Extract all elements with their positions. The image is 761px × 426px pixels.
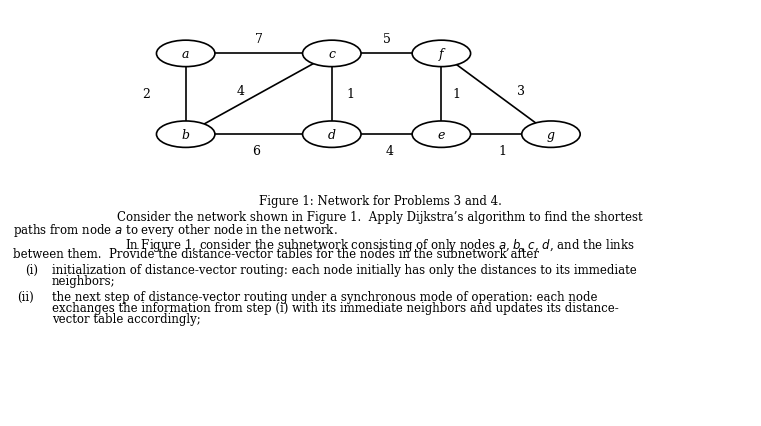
Text: f: f [439,48,444,61]
Text: In Figure 1, consider the subnetwork consisting of only nodes $a$, $b$, $c$, $d$: In Figure 1, consider the subnetwork con… [125,236,635,253]
Text: g: g [547,128,555,141]
Text: 1: 1 [498,145,506,158]
Text: exchanges the information from step (i) with its immediate neighbors and updates: exchanges the information from step (i) … [52,301,619,314]
Text: 4: 4 [386,145,393,158]
Text: 6: 6 [252,145,260,158]
Ellipse shape [157,122,215,148]
Text: vector table accordingly;: vector table accordingly; [52,312,201,325]
Text: (i): (i) [25,263,38,276]
Ellipse shape [303,41,361,67]
Text: 5: 5 [383,33,390,46]
Text: 1: 1 [453,88,460,101]
Ellipse shape [303,122,361,148]
Text: 4: 4 [237,84,244,98]
Text: d: d [328,128,336,141]
Ellipse shape [157,41,215,67]
Text: 7: 7 [255,33,263,46]
Text: the next step of distance-vector routing under a synchronous mode of operation: : the next step of distance-vector routing… [52,290,597,303]
Text: e: e [438,128,445,141]
Text: Figure 1: Network for Problems 3 and 4.: Figure 1: Network for Problems 3 and 4. [259,194,501,207]
Ellipse shape [412,41,470,67]
Text: (ii): (ii) [17,290,33,303]
Text: b: b [182,128,189,141]
Text: between them.  Provide the distance-vector tables for the nodes in the subnetwor: between them. Provide the distance-vecto… [13,247,539,260]
Text: 1: 1 [346,88,354,101]
Ellipse shape [412,122,470,148]
Text: neighbors;: neighbors; [52,274,116,287]
Text: Consider the network shown in Figure 1.  Apply Dijkstra’s algorithm to find the : Consider the network shown in Figure 1. … [117,210,643,223]
Ellipse shape [522,122,580,148]
Text: c: c [328,48,336,61]
Text: paths from node $a$ to every other node in the network.: paths from node $a$ to every other node … [13,221,338,238]
Text: initialization of distance-vector routing: each node initially has only the dist: initialization of distance-vector routin… [52,263,637,276]
Text: 3: 3 [517,84,524,98]
Text: a: a [182,48,189,61]
Text: 2: 2 [142,88,150,101]
